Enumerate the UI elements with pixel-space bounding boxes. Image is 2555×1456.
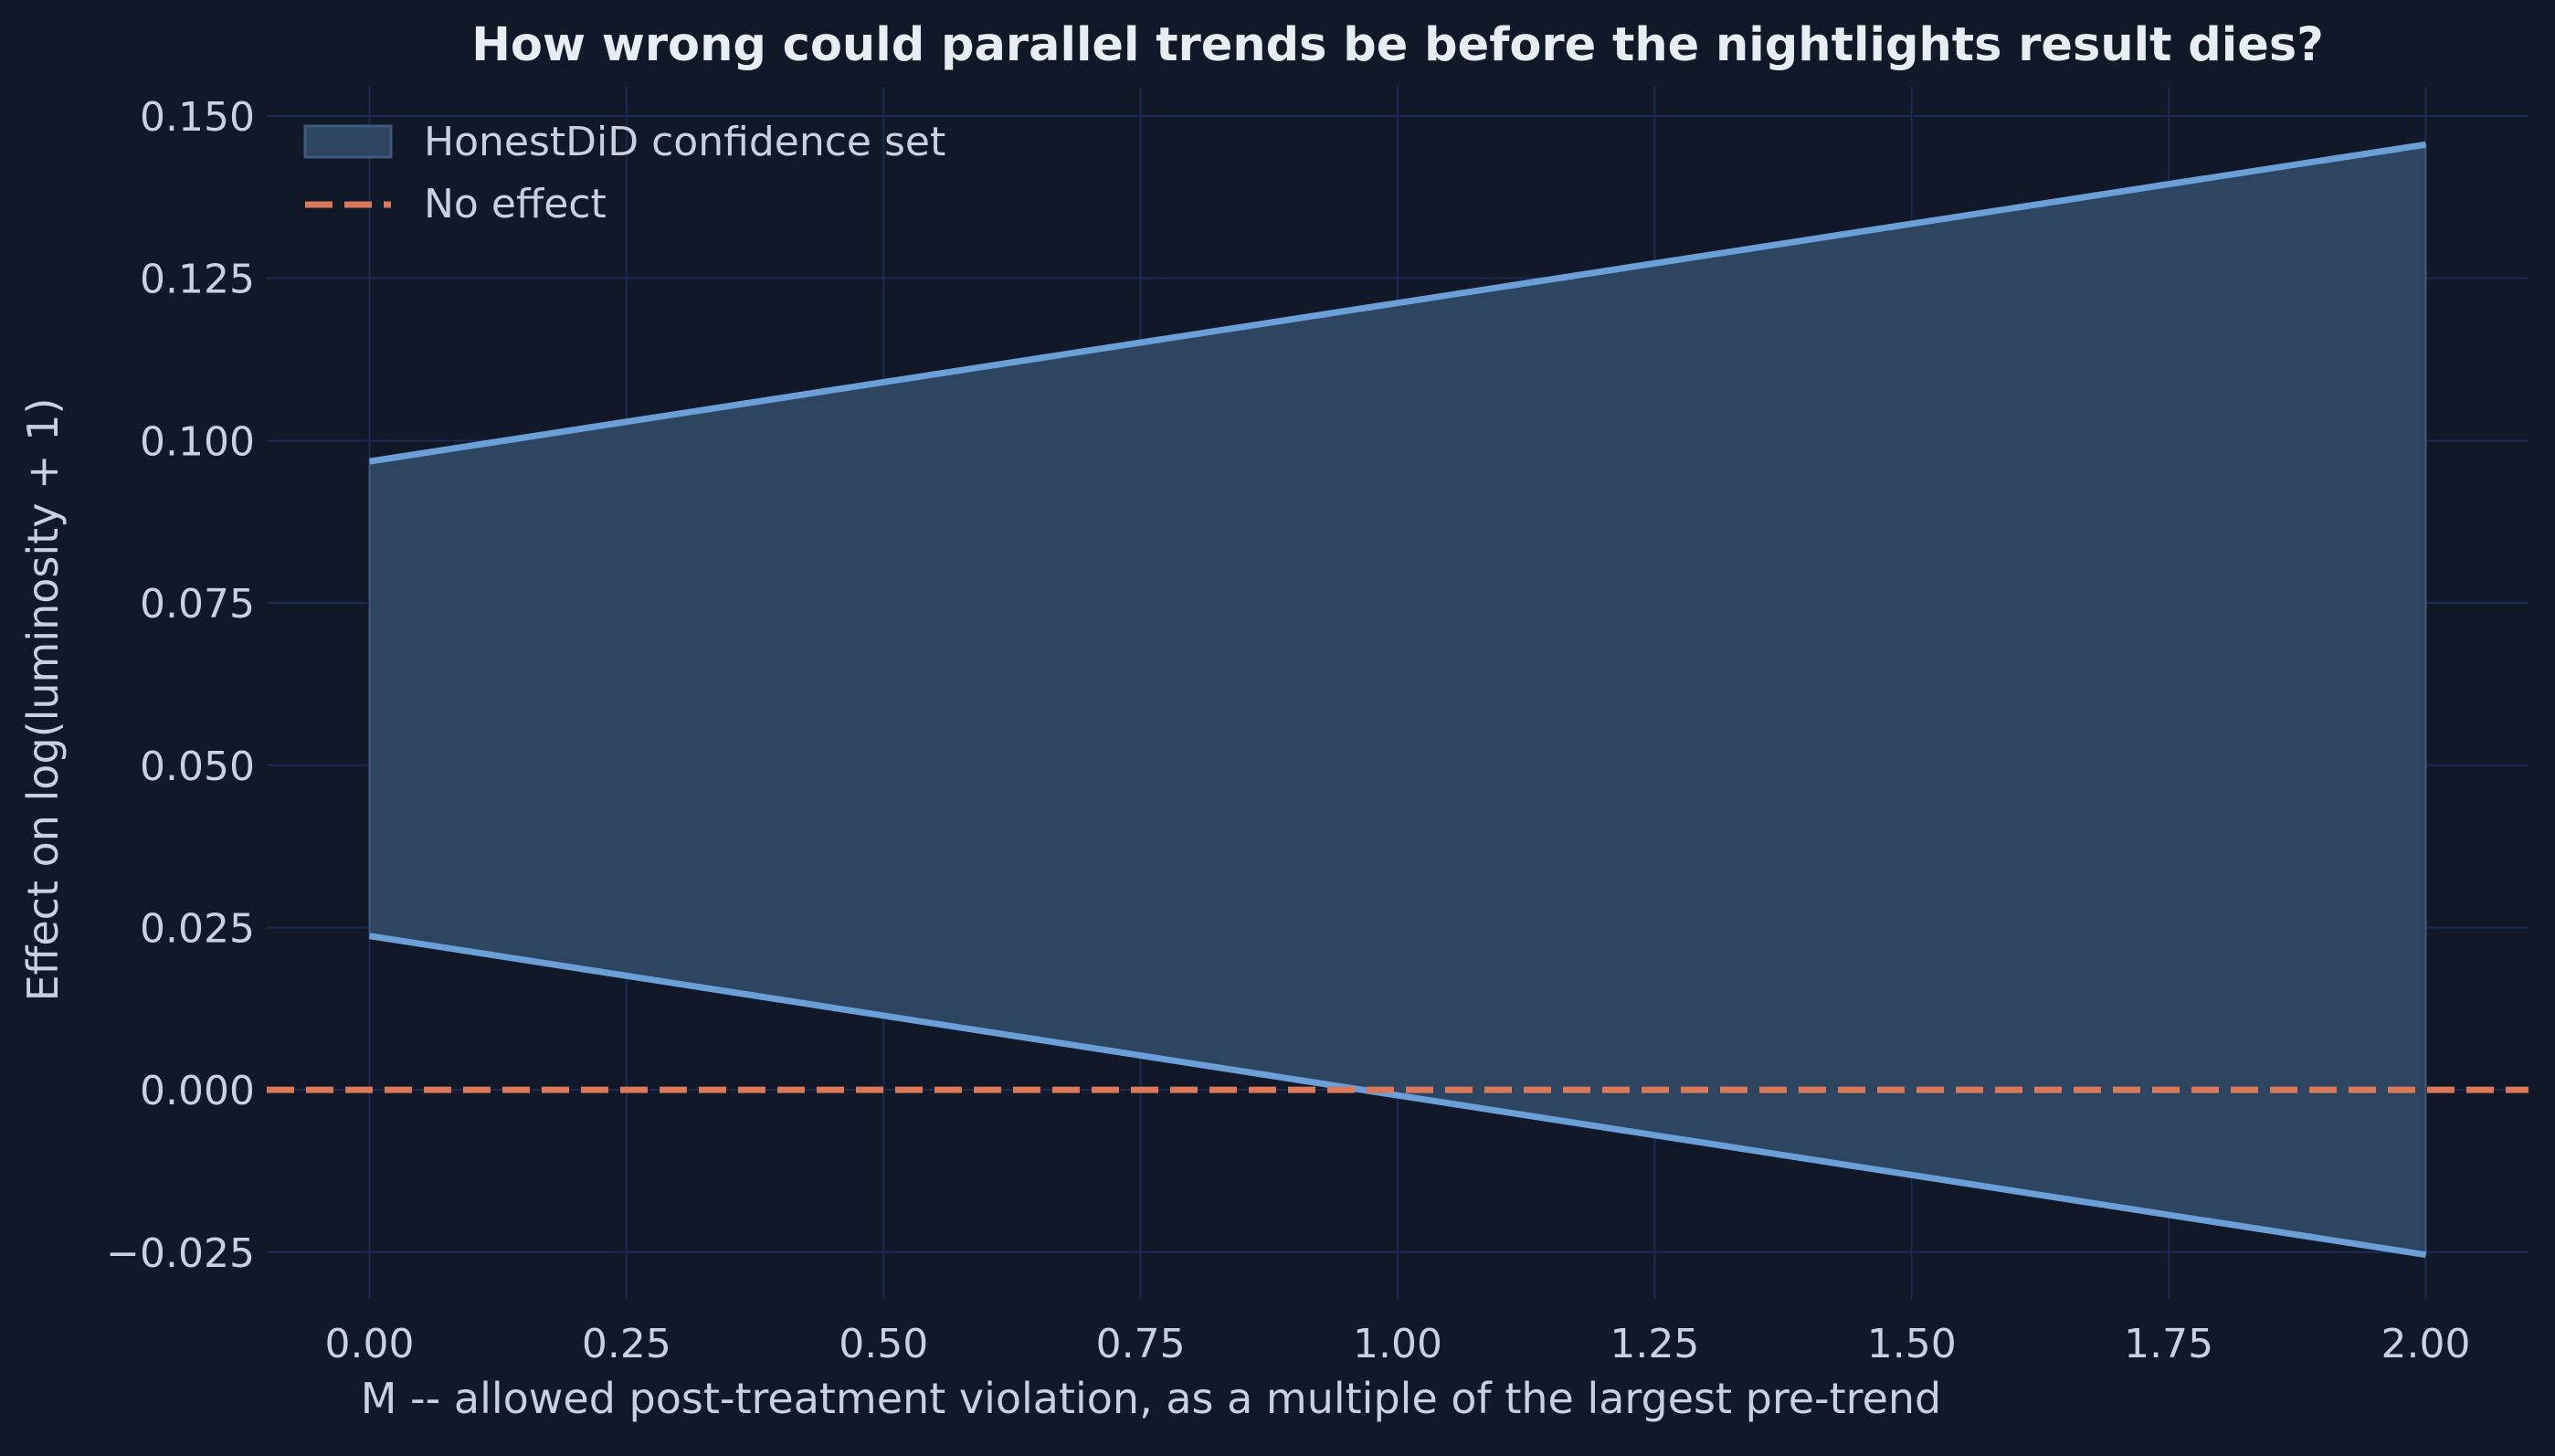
y-tick-label: 0.125: [140, 257, 255, 303]
y-tick-label: 0.025: [140, 905, 255, 952]
y-axis-ticks: −0.025 0.000 0.025 0.050 0.075 0.100 0.125 0.15…: [106, 94, 255, 1277]
x-tick-label: 1.00: [1353, 1321, 1442, 1367]
confidence-lower-line: [369, 933, 2426, 1259]
x-tick-label: 1.25: [1610, 1321, 1699, 1367]
x-tick-label: 0.50: [839, 1321, 928, 1367]
x-tick-label: 1.75: [2124, 1321, 2213, 1367]
x-axis-label: M -- allowed post-treatment violation, a…: [361, 1374, 1941, 1423]
y-axis-label: Effect on log(luminosity + 1): [18, 398, 68, 1002]
confidence-upper-line: [369, 141, 2426, 465]
legend: HonestDiD confidence set No effect: [303, 119, 945, 227]
x-tick-label: 0.25: [582, 1321, 671, 1367]
legend-swatch-band: [303, 124, 393, 159]
confidence-band-layer: [368, 141, 2427, 1259]
y-tick-label: 0.050: [140, 744, 255, 790]
x-tick-label: 2.00: [2381, 1321, 2470, 1367]
x-tick-label: 0.00: [325, 1321, 415, 1367]
x-tick-label: 1.50: [1867, 1321, 1957, 1367]
y-tick-label: 0.100: [140, 418, 255, 465]
x-tick-label: 0.75: [1096, 1321, 1186, 1367]
legend-label-band: HonestDiD confidence set: [424, 119, 945, 165]
y-tick-label: 0.000: [140, 1068, 255, 1114]
y-tick-label: 0.150: [140, 94, 255, 141]
chart-title: How wrong could parallel trends be befor…: [471, 18, 2324, 72]
y-tick-label: −0.025: [106, 1230, 255, 1277]
y-tick-label: 0.075: [140, 581, 255, 628]
legend-label-no-effect: No effect: [424, 181, 607, 227]
x-axis-ticks: 0.00 0.25 0.50 0.75 1.00 1.25 1.50 1.75 2.00: [325, 1321, 2471, 1367]
